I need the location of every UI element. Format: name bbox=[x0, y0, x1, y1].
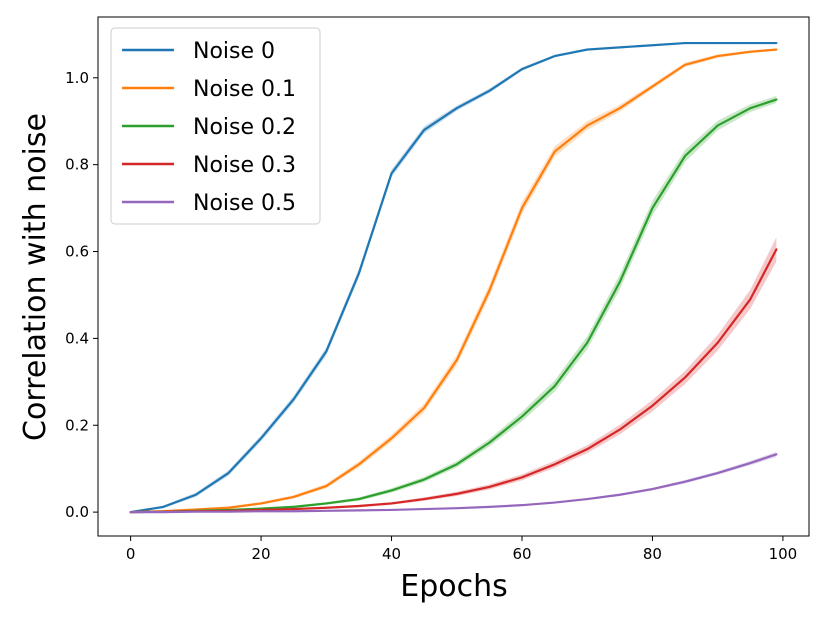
legend-label-noise-0-5: Noise 0.5 bbox=[193, 191, 296, 216]
y-tick-label: 0.0 bbox=[65, 503, 89, 521]
y-axis-label: Correlation with noise bbox=[18, 113, 53, 441]
x-tick-label: 60 bbox=[512, 545, 531, 563]
series-lines bbox=[129, 41, 778, 514]
line-noise-0 bbox=[129, 41, 778, 514]
line-noise-0-5 bbox=[129, 453, 778, 514]
legend-label-noise-0-1: Noise 0.1 bbox=[193, 77, 296, 102]
axis-ticks: 0 20 40 60 80 100 0.0 0.2 0.4 0.6 0.8 1.0 bbox=[65, 69, 797, 563]
x-axis-label: Epochs bbox=[400, 569, 508, 604]
legend: Noise 0 Noise 0.1 Noise 0.2 Noise 0.3 Noise … bbox=[110, 27, 321, 225]
x-tick-label: 40 bbox=[382, 545, 401, 563]
legend-label-noise-0-2: Noise 0.2 bbox=[193, 115, 296, 140]
y-tick-label: 0.2 bbox=[65, 416, 89, 434]
x-tick-label: 100 bbox=[769, 545, 798, 563]
plot-frame bbox=[97, 16, 810, 537]
y-tick-label: 0.6 bbox=[65, 243, 89, 261]
legend-label-noise-0-3: Noise 0.3 bbox=[193, 153, 296, 178]
x-tick-label: 20 bbox=[252, 545, 271, 563]
x-tick-label: 0 bbox=[126, 545, 136, 563]
y-tick-label: 0.8 bbox=[65, 156, 89, 174]
line-noise-0-1 bbox=[129, 48, 778, 514]
legend-box bbox=[110, 27, 321, 225]
y-tick-label: 0.4 bbox=[65, 329, 89, 347]
x-tick-label: 80 bbox=[643, 545, 662, 563]
legend-label-noise-0: Noise 0 bbox=[193, 39, 275, 64]
y-tick-label: 1.0 bbox=[65, 69, 89, 87]
